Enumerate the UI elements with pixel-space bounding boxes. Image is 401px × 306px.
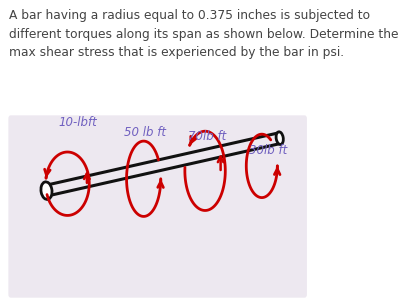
Text: 30lb ft: 30lb ft: [249, 144, 287, 157]
FancyBboxPatch shape: [8, 115, 307, 298]
Text: A bar having a radius equal to 0.375 inches is subjected to
different torques al: A bar having a radius equal to 0.375 inc…: [9, 9, 399, 59]
Text: 50 lb ft: 50 lb ft: [124, 126, 166, 139]
Ellipse shape: [41, 182, 52, 200]
Text: 10-lbft: 10-lbft: [58, 116, 97, 129]
Ellipse shape: [276, 132, 284, 144]
Text: 70lb ft: 70lb ft: [188, 130, 226, 143]
